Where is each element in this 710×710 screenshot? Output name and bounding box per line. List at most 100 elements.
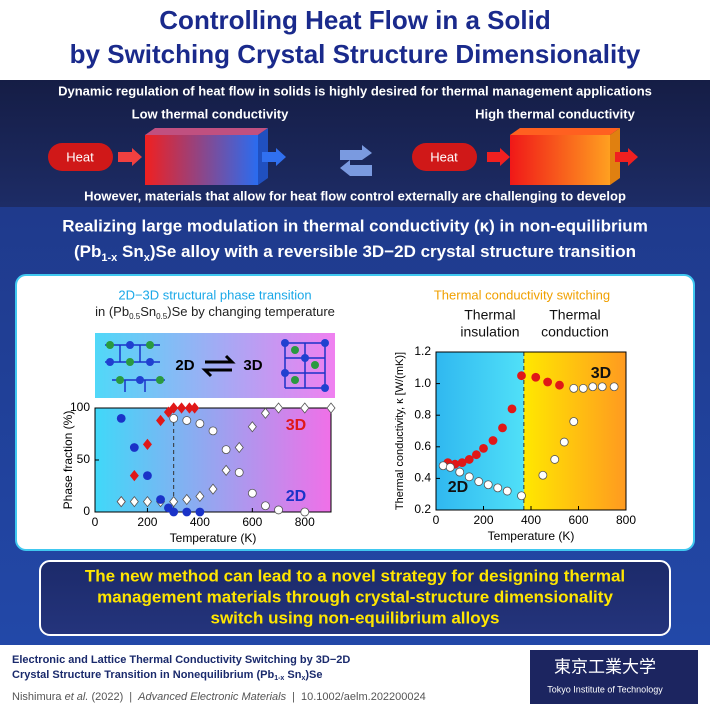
marker bbox=[221, 464, 231, 477]
marker bbox=[326, 402, 336, 414]
marker bbox=[502, 486, 512, 496]
paper-title: Crystal Structure Transition in Nonequil… bbox=[12, 669, 322, 682]
y-tick-label: 50 bbox=[77, 452, 91, 466]
inset-label: 2D bbox=[175, 357, 194, 374]
series-label: 2D bbox=[286, 488, 306, 505]
marker bbox=[142, 438, 152, 451]
text-part: )Se by changing temperature bbox=[167, 304, 335, 319]
chart-title: Thermal conductivity switching bbox=[434, 287, 610, 302]
marker bbox=[498, 423, 507, 433]
marker bbox=[274, 505, 283, 515]
x-tick-label: 0 bbox=[433, 513, 440, 527]
banner-text: Dynamic regulation of heat flow in solid… bbox=[58, 83, 652, 98]
marker bbox=[163, 406, 173, 418]
x-tick-label: 600 bbox=[242, 515, 262, 529]
text-part: Sn bbox=[140, 304, 156, 319]
marker bbox=[182, 493, 192, 506]
marker bbox=[517, 371, 526, 381]
marker bbox=[195, 490, 205, 503]
marker bbox=[517, 491, 526, 501]
marker bbox=[569, 417, 579, 426]
marker bbox=[300, 402, 310, 414]
marker bbox=[464, 455, 474, 464]
header-bg bbox=[0, 0, 710, 80]
marker bbox=[190, 402, 200, 414]
year: (2022) bbox=[88, 691, 123, 703]
journal: Advanced Electronic Materials bbox=[137, 691, 286, 703]
marker bbox=[116, 495, 126, 508]
text-part: )Se alloy with a reversible 3D−2D crysta… bbox=[150, 242, 636, 261]
chart-subtitle: in (Pb0.5Sn0.5)Se by changing temperatur… bbox=[95, 304, 335, 321]
marker bbox=[221, 445, 231, 455]
marker bbox=[597, 382, 607, 392]
marker bbox=[445, 462, 455, 472]
marker bbox=[260, 407, 270, 419]
region-label: insulation bbox=[460, 324, 519, 340]
subscript: x bbox=[301, 675, 305, 682]
marker bbox=[129, 495, 139, 508]
crystal-inset bbox=[95, 333, 335, 398]
label: Low thermal conductivity bbox=[132, 106, 290, 121]
title: by Switching Crystal Structure Dimension… bbox=[70, 39, 641, 69]
y-tick-label: 0.2 bbox=[414, 502, 431, 516]
y-tick-label: 1.2 bbox=[414, 344, 431, 358]
x-tick-label: 400 bbox=[521, 513, 541, 527]
subscript: 1-x bbox=[101, 252, 118, 264]
marker bbox=[169, 495, 179, 508]
marker bbox=[182, 416, 192, 425]
doi: 10.1002/aelm.202200024 bbox=[301, 691, 426, 703]
citation: Nishimura et al. (2022) | Advanced Electro… bbox=[12, 691, 426, 703]
text-part: Crystal Structure Transition in Nonequil… bbox=[12, 669, 274, 681]
label: High thermal conductivity bbox=[475, 106, 635, 121]
marker bbox=[569, 383, 579, 393]
marker bbox=[438, 461, 448, 471]
y-axis-label: Thermal conductivity, κ [W/(mK)] bbox=[394, 352, 406, 510]
x-axis-label: Temperature (K) bbox=[170, 531, 257, 545]
marker bbox=[609, 382, 619, 392]
marker bbox=[142, 495, 152, 508]
separator: | bbox=[292, 691, 295, 703]
conclusion-box bbox=[39, 560, 671, 636]
y-tick-label: 100 bbox=[70, 400, 90, 414]
x-tick-label: 800 bbox=[295, 515, 315, 529]
inset-label: 3D bbox=[243, 357, 262, 374]
marker bbox=[182, 507, 192, 517]
heat-pill bbox=[412, 143, 477, 171]
marker bbox=[543, 377, 553, 387]
y-tick-label: 1.0 bbox=[414, 376, 431, 390]
marker bbox=[507, 404, 517, 414]
x-tick-label: 0 bbox=[92, 515, 99, 529]
text-part: Sn bbox=[284, 669, 301, 681]
x-tick-label: 800 bbox=[616, 513, 636, 527]
marker bbox=[208, 426, 218, 436]
marker bbox=[261, 501, 270, 511]
marker bbox=[488, 436, 498, 445]
marker bbox=[129, 443, 139, 452]
heading: Realizing large modulation in thermal co… bbox=[62, 216, 648, 235]
x-tick-label: 600 bbox=[568, 513, 588, 527]
marker bbox=[234, 441, 244, 454]
etal: et al. bbox=[65, 691, 89, 703]
marker bbox=[143, 471, 152, 481]
y-tick-label: 0.6 bbox=[414, 439, 431, 453]
title: Controlling Heat Flow in a Solid bbox=[159, 5, 550, 35]
marker bbox=[177, 402, 187, 414]
marker bbox=[555, 380, 564, 390]
marker bbox=[208, 483, 218, 495]
marker bbox=[274, 402, 284, 414]
marker bbox=[247, 421, 257, 433]
heat-label: Heat bbox=[430, 149, 458, 164]
marker bbox=[483, 480, 493, 490]
marker bbox=[474, 477, 484, 486]
kappa-chart: 0 200 400 600 800 0.2 0.4 0.6 0.8 1.0 1.2 Temperatu… bbox=[394, 307, 636, 543]
marker bbox=[455, 467, 465, 477]
low-block bbox=[118, 128, 286, 185]
marker bbox=[247, 488, 257, 498]
high-block bbox=[487, 128, 638, 185]
heat-pill bbox=[48, 143, 113, 171]
marker bbox=[550, 455, 560, 464]
text-part: )Se bbox=[305, 669, 322, 681]
switch-arrows bbox=[340, 145, 372, 176]
marker bbox=[195, 507, 205, 517]
